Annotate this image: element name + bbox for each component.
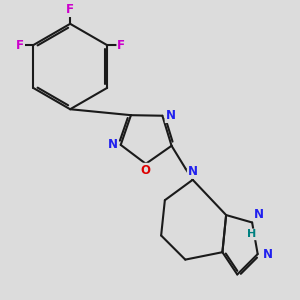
Text: N: N [263, 248, 273, 260]
Text: F: F [66, 3, 74, 16]
Text: N: N [166, 109, 176, 122]
Text: N: N [254, 208, 264, 221]
Text: O: O [141, 164, 151, 177]
Text: N: N [107, 138, 118, 152]
Text: F: F [117, 39, 125, 52]
Text: F: F [16, 39, 24, 52]
Text: H: H [248, 230, 257, 239]
Text: N: N [188, 165, 198, 178]
